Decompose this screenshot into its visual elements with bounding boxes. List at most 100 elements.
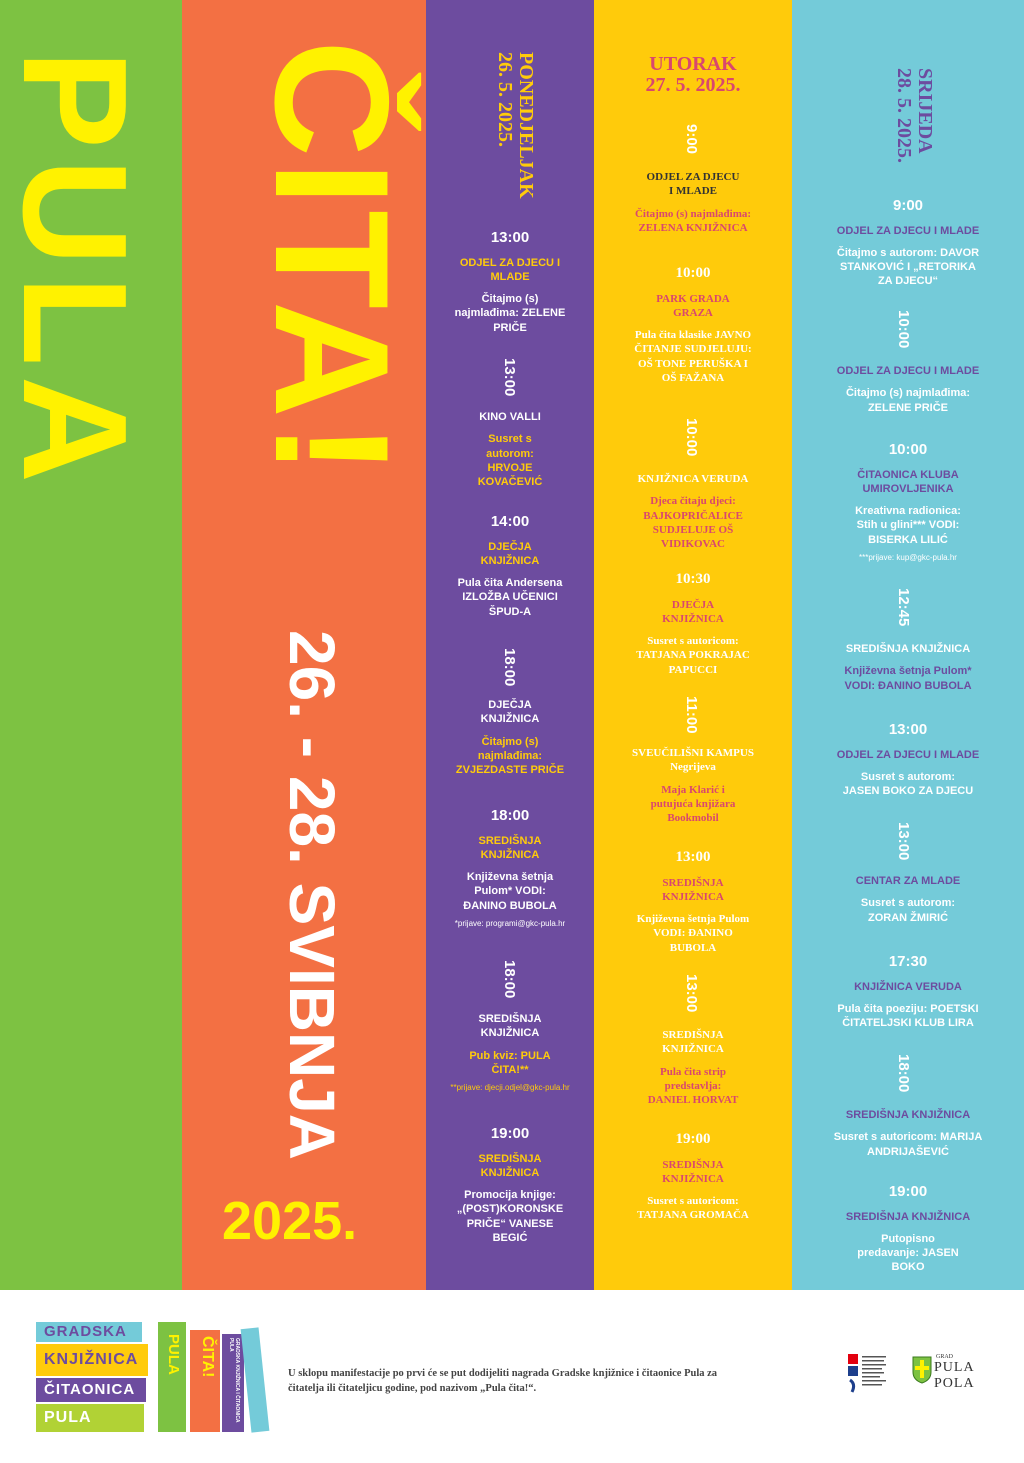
- event-time-vertical: 13:00: [895, 822, 912, 861]
- list-item: SREDIŠNJA KNJIŽNICA Pula čita strip pred…: [594, 1028, 792, 1107]
- list-item: 13:00 ODJEL ZA DJECU I MLADE Susret s au…: [792, 720, 1024, 798]
- logo-pula-sub: POLA: [934, 1376, 975, 1391]
- event-place: SVEUČILIŠNI KAMPUS Negrijeva: [632, 747, 754, 774]
- event-place: SREDIŠNJA KNJIŽNICA: [478, 834, 542, 861]
- column-day2: [594, 0, 792, 1290]
- event-place: ODJEL ZA DJECU I MLADE: [836, 748, 980, 761]
- event-time: 19:00: [888, 1183, 928, 1200]
- event-place: KNJIŽNICA VERUDA: [854, 980, 962, 993]
- event-desc: Djeca čitaju djeci: BAJKOPRIČALICE SUDJE…: [643, 495, 743, 551]
- event-year: 2025.: [222, 1191, 358, 1251]
- list-item: 13:00 SREDIŠNJA KNJIŽNICA Književna šetn…: [594, 848, 792, 955]
- event-place: PARK GRADA GRAZA: [656, 292, 730, 319]
- logo-book-4: PULA: [36, 1404, 144, 1432]
- list-item: 10:00 PARK GRADA GRAZA Pula čita klasike…: [594, 264, 792, 385]
- logo-pula-main: PULA: [934, 1360, 975, 1375]
- event-place: SREDIŠNJA KNJIŽNICA: [662, 1158, 724, 1185]
- event-place: ODJEL ZA DJECU I MLADE: [836, 224, 980, 237]
- column-day3: [792, 0, 1024, 1290]
- list-item: 10:00 ČITAONICA KLUBA UMIROVLJENIKA Krea…: [792, 440, 1024, 563]
- list-item: 17:30 KNJIŽNICA VERUDA Pula čita poeziju…: [792, 952, 1024, 1030]
- day2-name: UTORAK: [649, 53, 737, 75]
- event-desc: Čitajmo (s) najmlađima: ZVJEZDASTE PRIČE: [455, 735, 565, 777]
- list-item: 19:00 SREDIŠNJA KNJIŽNICA Putopisno pred…: [792, 1182, 1024, 1275]
- event-desc: Susret s autorom: JASEN BOKO ZA DJECU: [842, 770, 974, 798]
- event-time: 13:00: [888, 721, 928, 738]
- event-time-vertical: 13:00: [683, 974, 700, 1013]
- event-note: *prijave: programi@gkc-pula.hr: [454, 918, 566, 928]
- list-item: 14:00 DJEČJA KNJIŽNICA Pula čita Anderse…: [426, 512, 594, 619]
- event-place: ODJEL ZA DJECU I MLADE: [459, 256, 561, 283]
- event-time-vertical: 11:00: [683, 696, 700, 734]
- event-time-vertical: 13:00: [501, 358, 518, 397]
- event-time-vertical: 10:00: [895, 310, 912, 349]
- event-place: KNJIŽNICA VERUDA: [637, 473, 749, 485]
- event-desc: Čitajmo (s) najmlađima: ZELENE PRIČE: [845, 387, 971, 414]
- list-item: KNJIŽNICA VERUDA Djeca čitaju djeci: BAJ…: [594, 472, 792, 551]
- event-desc: Književna šetnja Pulom VODI: ĐANINO BUBO…: [636, 913, 750, 954]
- list-item: 18:00 SREDIŠNJA KNJIŽNICA Književna šetn…: [426, 806, 594, 929]
- event-place: SREDIŠNJA KNJIŽNICA: [478, 1152, 542, 1179]
- event-place: DJEČJA KNJIŽNICA: [480, 699, 540, 726]
- event-time: 9:00: [892, 197, 924, 214]
- event-time: 14:00: [490, 513, 530, 530]
- event-time: 18:00: [490, 807, 530, 824]
- event-desc: Susret s autoricom: TATJANA POKRAJAC PAP…: [636, 635, 750, 676]
- event-desc: Pula čita strip predstavlja: DANIEL HORV…: [647, 1065, 739, 1107]
- event-desc: Pub kviz: PULA ČITA!**: [469, 1049, 551, 1076]
- list-item: ODJEL ZA DJECU I MLADE Čitajmo (s) najml…: [594, 170, 792, 235]
- footer-text: U sklopu manifestacije po prvi će se put…: [288, 1368, 718, 1395]
- shield-icon: [912, 1356, 932, 1384]
- day3-name: SRIJEDA: [914, 68, 936, 154]
- list-item: DJEČJA KNJIŽNICA Čitajmo (s) najmlađima:…: [426, 698, 594, 777]
- event-place: ODJEL ZA DJECU I MLADE: [646, 171, 740, 198]
- list-item: CENTAR ZA MLADE Susret s autorom: ZORAN …: [792, 874, 1024, 925]
- event-note: ***prijave: kup@gkc-pula.hr: [859, 552, 957, 562]
- list-item: 19:00 SREDIŠNJA KNJIŽNICA Susret s autor…: [594, 1130, 792, 1223]
- event-place: KINO VALLI: [479, 411, 541, 423]
- logo-spine-2: ČITA!: [190, 1330, 220, 1432]
- day1-header: PONEDJELJAK 26. 5. 2025.: [494, 52, 537, 199]
- logo-spine-4: [240, 1327, 270, 1433]
- list-item: 19:00 SREDIŠNJA KNJIŽNICA Promocija knji…: [426, 1124, 594, 1245]
- event-time: 10:00: [888, 441, 928, 458]
- event-time-vertical: 18:00: [895, 1054, 912, 1093]
- list-item: SVEUČILIŠNI KAMPUS Negrijeva Maja Klarić…: [594, 746, 792, 825]
- day2-date: 27. 5. 2025.: [645, 74, 741, 96]
- event-place: SREDIŠNJA KNJIŽNICA: [662, 1029, 724, 1056]
- event-desc: Susret s autorom: ZORAN ŽMIRIĆ: [860, 897, 956, 924]
- event-desc: Susret s autoricom: MARIJA ANDRIJAŠEVIĆ: [833, 1131, 983, 1158]
- event-time: 13:00: [675, 849, 711, 865]
- event-time-vertical: 10:00: [683, 418, 700, 457]
- event-place: CENTAR ZA MLADE: [855, 875, 961, 887]
- event-dates: 26. - 28. SVIBNJA: [276, 630, 348, 1160]
- event-desc: Pula čita poeziju: POETSKI ČITATELJSKI K…: [837, 1002, 979, 1030]
- day1-date: 26. 5. 2025.: [494, 52, 516, 147]
- list-item: 9:00 ODJEL ZA DJECU I MLADE Čitajmo s au…: [792, 196, 1024, 289]
- list-item: SREDIŠNJA KNJIŽNICA Književna šetnja Pul…: [792, 642, 1024, 693]
- day3-date: 28. 5. 2025.: [893, 68, 915, 163]
- event-title: ČITA!: [241, 40, 422, 480]
- day1-name: PONEDJELJAK: [515, 52, 537, 199]
- event-time: 17:30: [888, 953, 928, 970]
- event-desc: Pula čita Andersena IZLOŽBA UČENICI ŠPUD…: [457, 577, 563, 618]
- column-orange: [182, 0, 426, 1290]
- logo-spine-3: GRADSKA KNJIŽNICA I ČITAONICA PULA: [222, 1334, 244, 1432]
- city-title: PULA: [0, 50, 157, 493]
- list-item: ODJEL ZA DJECU I MLADE Čitajmo (s) najml…: [792, 364, 1024, 415]
- list-item: SREDIŠNJA KNJIŽNICA Pub kviz: PULA ČITA!…: [426, 1012, 594, 1094]
- event-time-vertical: 18:00: [501, 960, 518, 999]
- event-time: 13:00: [490, 229, 530, 246]
- event-time-vertical: 9:00: [683, 124, 700, 155]
- column-green: [0, 0, 182, 1290]
- list-item: SREDIŠNJA KNJIŽNICA Susret s autoricom: …: [792, 1108, 1024, 1159]
- list-item: KINO VALLI Susret s autorom: HRVOJE KOVA…: [426, 410, 594, 489]
- event-note: **prijave: djecji.odjel@gkc-pula.hr: [450, 1083, 570, 1093]
- event-desc: Književna šetnja Pulom* VODI: ĐANINO BUB…: [844, 665, 972, 692]
- event-place: ČITAONICA KLUBA UMIROVLJENIKA: [857, 468, 959, 495]
- event-desc: Čitajmo s autorom: DAVOR STANKOVIĆ I „RE…: [836, 246, 980, 288]
- event-desc: Promocija knjige: „(POST)KORONSKE PRIČE“…: [456, 1189, 564, 1244]
- event-time: 10:00: [675, 265, 711, 281]
- event-desc: Čitajmo (s) najmlađima: ZELENA KNJIŽNICA: [634, 207, 752, 234]
- event-desc: Književna šetnja Pulom* VODI: ĐANINO BUB…: [463, 871, 557, 912]
